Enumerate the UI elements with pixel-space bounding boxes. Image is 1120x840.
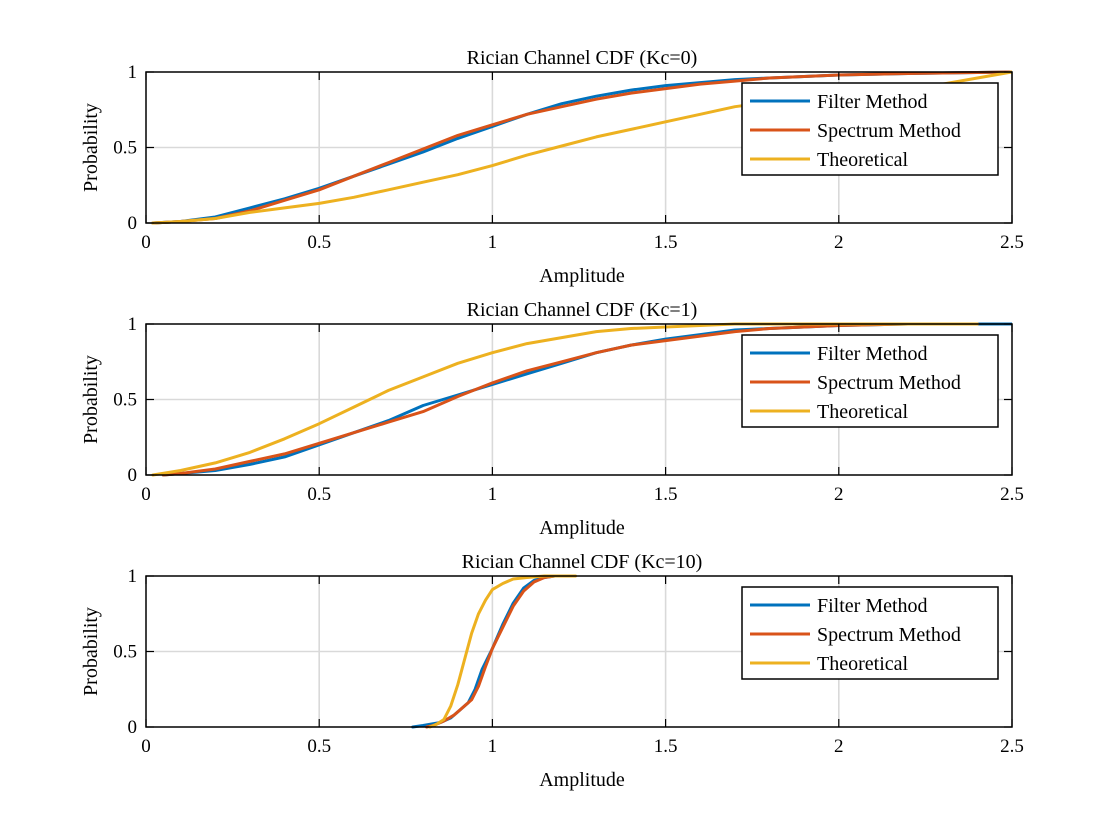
legend-entry-label: Spectrum Method (817, 372, 961, 394)
y-axis-label: Probability (80, 103, 102, 192)
x-tick-label: 1 (488, 484, 498, 505)
x-tick-label: 1.5 (654, 736, 678, 757)
series-line-spectrum-method (161, 322, 979, 477)
x-tick-label: 1 (488, 736, 498, 757)
legend: Filter Method Spectrum Method Theoretical (741, 586, 999, 680)
legend: Filter Method Spectrum Method Theoretical (741, 334, 999, 428)
y-tick-label: 1 (128, 62, 138, 83)
y-tick-label: 0.5 (113, 138, 137, 159)
y-axis-label: Probability (80, 607, 102, 696)
chart-title: Rician Channel CDF (Kc=1) (467, 299, 698, 321)
x-axis-label: Amplitude (539, 517, 625, 539)
x-tick-label: 1.5 (654, 484, 678, 505)
legend-entry-label: Filter Method (817, 595, 928, 617)
chart-panel-0: 0 0.5 1 1.5 2 2.5 0 0.5 1 Rician Channel CDF (Kc=… (80, 47, 1024, 287)
chart-title: Rician Channel CDF (Kc=10) (462, 551, 703, 573)
series-line-spectrum-method (151, 70, 1012, 225)
legend-entry-label: Filter Method (817, 91, 928, 113)
chart-panel-1: 0 0.5 1 1.5 2 2.5 0 0.5 1 Rician Channel CDF (Kc=… (80, 299, 1024, 539)
x-tick-label: 1 (488, 232, 498, 253)
x-tick-label: 2.5 (1000, 484, 1024, 505)
y-tick-label: 1 (128, 314, 138, 335)
legend-entry-label: Theoretical (817, 149, 908, 171)
legend-entry-label: Theoretical (817, 401, 908, 423)
chart-title: Rician Channel CDF (Kc=0) (467, 47, 698, 69)
y-axis-label: Probability (80, 355, 102, 444)
legend-entry-label: Spectrum Method (817, 624, 961, 646)
x-tick-label: 2 (834, 484, 844, 505)
legend-entry-label: Theoretical (817, 653, 908, 675)
x-tick-label: 2.5 (1000, 736, 1024, 757)
x-tick-label: 0 (141, 484, 151, 505)
y-tick-label: 0 (128, 213, 138, 234)
y-tick-label: 0 (128, 465, 138, 486)
y-tick-label: 0.5 (113, 642, 137, 663)
x-axis-label: Amplitude (539, 265, 625, 287)
x-tick-label: 2.5 (1000, 232, 1024, 253)
x-tick-label: 0.5 (307, 232, 331, 253)
x-tick-label: 0.5 (307, 736, 331, 757)
x-tick-label: 2 (834, 232, 844, 253)
x-tick-label: 1.5 (654, 232, 678, 253)
x-tick-label: 0 (141, 232, 151, 253)
series-line-spectrum-method (425, 574, 557, 729)
legend-entry-label: Filter Method (817, 343, 928, 365)
x-tick-label: 0.5 (307, 484, 331, 505)
chart-panel-2: 0 0.5 1 1.5 2 2.5 0 0.5 1 Rician Channel CDF (Kc=… (80, 551, 1024, 791)
legend: Filter Method Spectrum Method Theoretical (741, 82, 999, 176)
x-tick-label: 0 (141, 736, 151, 757)
y-tick-label: 1 (128, 566, 138, 587)
x-tick-label: 2 (834, 736, 844, 757)
x-axis-label: Amplitude (539, 769, 625, 791)
y-tick-label: 0 (128, 717, 138, 738)
y-tick-label: 0.5 (113, 390, 137, 411)
legend-entry-label: Spectrum Method (817, 120, 961, 142)
